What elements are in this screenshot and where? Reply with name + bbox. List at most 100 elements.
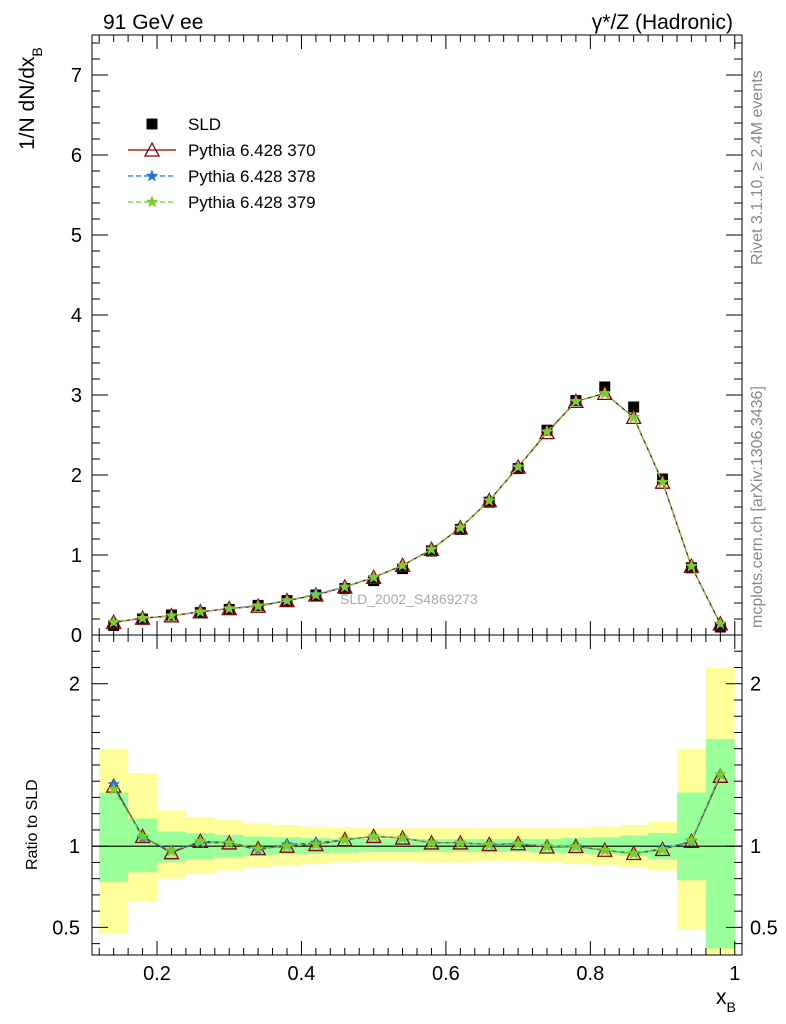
inner-band-bin: [128, 818, 157, 873]
ratio-frame-box: [91, 634, 743, 956]
series-point-pythia-6-428-379: [627, 846, 641, 859]
ratio-bands: [99, 667, 735, 955]
main-series: [105, 381, 729, 633]
ratio-panel: 0.2 0.4 0.6 0.8 1 0.5 0.5 1 1 2 2 Ratio to SLD xB: [24, 634, 778, 1015]
series-point-sld: [108, 619, 120, 631]
ratio-y-tick-label: 2: [69, 674, 80, 696]
series-point-pythia-6-428-379: [367, 570, 381, 583]
series-point-pythia-6-428-379: [656, 475, 669, 488]
series-point-pythia-6-428-379: [425, 542, 438, 555]
series-point-pythia-6-428-379: [713, 767, 727, 781]
series-point-pythia-6-428-379: [425, 836, 438, 849]
ratio-y-tick-label: 1: [69, 836, 80, 858]
legend-marker: [145, 195, 159, 208]
series-point-pythia-6-428-379: [367, 829, 381, 842]
legend-label: SLD: [188, 115, 221, 134]
series-point-pythia-6-428-379: [338, 833, 352, 846]
series-point-pythia-6-428-379: [309, 588, 323, 601]
series-point-pythia-6-428-379: [338, 580, 352, 593]
series-point-sld: [628, 401, 640, 413]
series-point-pythia-6-428-379: [396, 558, 409, 571]
x-tick-label: 0.6: [432, 963, 460, 985]
series-point-sld: [397, 563, 409, 575]
series-point-pythia-6-428-370: [712, 767, 729, 783]
legend-marker: [143, 141, 161, 157]
y-tick-label: 6: [71, 145, 82, 167]
series-line-pythia-6-428-378: [113, 392, 721, 625]
x-tick-label: 0.4: [288, 963, 316, 985]
series-point-pythia-6-428-379: [569, 839, 583, 852]
series-point-pythia-6-428-379: [569, 394, 583, 407]
main-panel: 0 1 2 3 4 5 6 7 SLD_2002_S4869273 SLD Pythia 6.4…: [16, 34, 743, 647]
series-point-pythia-6-428-379: [222, 836, 236, 849]
series-point-pythia-6-428-379: [598, 386, 612, 399]
ratio-ticks: 0.2 0.4 0.6 0.8 1 0.5 0.5 1 1 2 2: [52, 635, 778, 985]
ratio-frame: [91, 634, 743, 956]
series-point-pythia-6-428-379: [193, 834, 207, 847]
series-point-pythia-6-428-379: [511, 460, 525, 473]
series-point-pythia-6-428-379: [251, 599, 265, 612]
inner-band-bin: [359, 838, 389, 852]
series-point-pythia-6-428-379: [107, 782, 121, 795]
series-point-pythia-6-428-379: [540, 839, 554, 852]
series-point-pythia-6-428-379: [627, 410, 641, 423]
series-point-pythia-6-428-379: [540, 425, 554, 438]
series-point-pythia-6-428-379: [453, 521, 467, 534]
ratio-y-tick-label: 0.5: [52, 917, 80, 939]
analysis-watermark: SLD_2002_S4869273: [340, 591, 478, 607]
inner-band-bin: [99, 792, 129, 882]
label-subscript-part: B: [727, 999, 736, 1015]
series-point-pythia-6-428-379: [136, 611, 149, 624]
legend: SLD Pythia 6.428 370 Pythia 6.428 378 Pythi…: [128, 115, 316, 212]
series-point-pythia-6-428-379: [656, 842, 669, 855]
legend-label: Pythia 6.428 370: [188, 141, 316, 160]
series-point-pythia-6-428-379: [511, 836, 525, 850]
ratio-y-axis-label: Ratio to SLD: [24, 779, 41, 870]
series-point-pythia-6-428-379: [165, 844, 178, 857]
y-tick-label: 5: [71, 225, 82, 247]
series-point-pythia-6-428-379: [280, 839, 294, 852]
ratio-y-tick-label-right: 2: [750, 674, 761, 696]
main-ticks: 0 1 2 3 4 5 6 7: [71, 35, 742, 647]
series-point-pythia-6-428-379: [280, 593, 294, 607]
series-point-sld: [368, 575, 380, 587]
ratio-y-tick-label-right: 1: [750, 836, 761, 858]
x-tick-label: 1: [729, 963, 740, 985]
series-point-pythia-6-428-379: [222, 601, 236, 615]
series-point-pythia-6-428-379: [713, 617, 727, 630]
series-point-sld: [714, 621, 726, 633]
label-main-part: 1/N dN/dx: [16, 56, 39, 150]
series-point-pythia-6-428-370: [163, 844, 180, 860]
x-axis-label: xB: [716, 986, 736, 1015]
series-point-pythia-6-428-379: [136, 829, 149, 842]
y-tick-label: 2: [71, 465, 82, 487]
legend-marker: [146, 118, 158, 130]
series-point-pythia-6-428-379: [685, 833, 698, 846]
series-point-pythia-6-428-379: [598, 843, 612, 856]
inner-band-bin: [388, 838, 417, 852]
y-tick-label: 7: [71, 65, 82, 87]
series-point-pythia-6-428-379: [482, 837, 496, 850]
header-left-title: 91 GeV ee: [103, 11, 203, 34]
series-point-pythia-6-428-379: [251, 841, 265, 855]
ratio-series: [105, 767, 729, 861]
y-tick-label: 3: [71, 385, 82, 407]
series-point-pythia-6-428-379: [193, 605, 207, 618]
label-main-part: x: [716, 986, 727, 1009]
mcplots-reference-text: mcplots.cern.ch [arXiv:1306.3436]: [749, 386, 766, 628]
y-tick-label: 1: [71, 545, 82, 567]
series-point-pythia-6-428-379: [107, 615, 121, 628]
series-point-pythia-6-428-379: [685, 559, 698, 572]
series-point-pythia-6-428-379: [482, 493, 496, 507]
x-tick-label: 0.2: [143, 963, 171, 985]
ratio-y-tick-label-right: 0.5: [750, 917, 778, 939]
series-point-pythia-6-428-379: [309, 837, 323, 850]
x-tick-label: 0.8: [576, 963, 604, 985]
legend-label: Pythia 6.428 378: [188, 167, 316, 186]
legend-marker: [145, 169, 159, 182]
series-line-pythia-6-428-370: [113, 392, 721, 625]
label-subscript-part: B: [29, 47, 45, 56]
series-point-pythia-6-428-370: [538, 424, 556, 440]
legend-label: Pythia 6.428 379: [188, 193, 316, 212]
series-line-pythia-6-428-379: [113, 392, 721, 625]
